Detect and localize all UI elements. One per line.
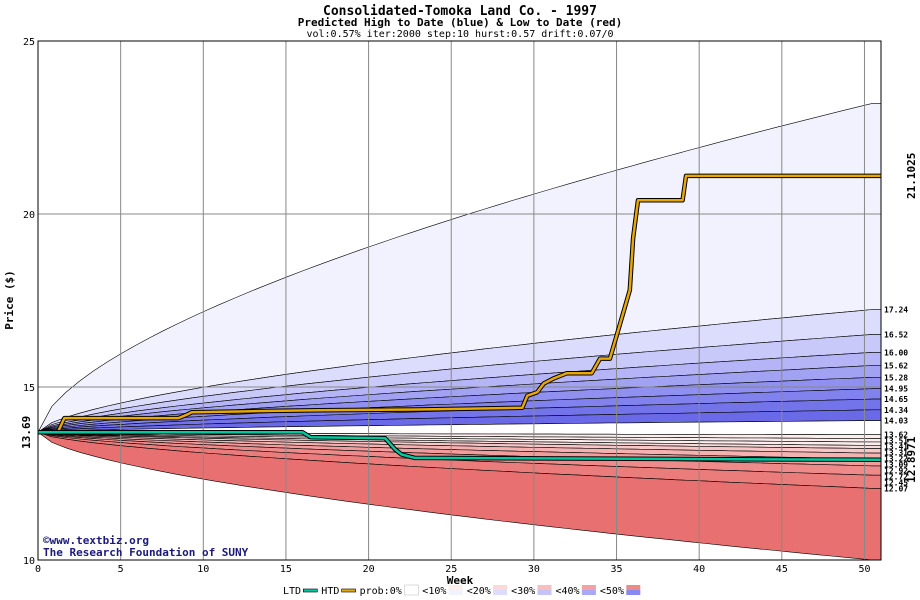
- band-end-label: 12.92: [884, 467, 908, 476]
- legend-swatch-none: [404, 584, 419, 596]
- axis-ticks: 0 5 10 15 20 25 30 35 40 45 50 10 15 20 25: [23, 37, 871, 575]
- chart-subtitle: Predicted High to Date (blue) & Low to D…: [298, 16, 623, 29]
- x-tick-label: 10: [197, 564, 209, 575]
- x-tick-label: 5: [118, 564, 124, 575]
- legend-swatch-lower: [493, 585, 508, 590]
- x-tick-label: 45: [776, 564, 788, 575]
- band-end-label: 14.03: [884, 417, 908, 426]
- band-end-label: 13.51: [884, 437, 908, 446]
- band-end-label: 14.95: [884, 385, 908, 394]
- series-lines: [38, 173, 882, 463]
- legend-label: <30%: [511, 586, 535, 597]
- band-end-label: 13.22: [884, 455, 908, 464]
- legend-swatch-upper: [537, 590, 552, 595]
- band-end-label: 17.24: [884, 305, 908, 314]
- legend-swatch-upper: [493, 590, 508, 595]
- legend-swatch-lower: [581, 585, 596, 590]
- x-tick-label: 25: [445, 564, 457, 575]
- band-end-label: 13.09: [884, 461, 908, 470]
- x-tick-label: 40: [693, 564, 705, 575]
- x-tick-label: 35: [611, 564, 623, 575]
- legend-swatch-lower: [626, 585, 641, 590]
- band-end-label: 16.00: [884, 348, 908, 357]
- legend: LTD HTD prob:0% <10% <20% <30% <40% <50%: [283, 584, 641, 597]
- band-end-label: 12.72: [884, 473, 908, 482]
- legend-label: prob:0%: [360, 586, 402, 597]
- y-axis-label: Price ($): [3, 270, 16, 330]
- y-tick-label: 20: [23, 210, 35, 221]
- start-price-label: 13.69: [20, 416, 33, 449]
- legend-label: <50%: [600, 586, 624, 597]
- legend-label: HTD: [321, 586, 339, 597]
- ltd-line: [38, 431, 882, 462]
- band-end-label: 16.52: [884, 330, 908, 339]
- credit-org: The Research Foundation of SUNY: [43, 546, 249, 559]
- band-end-label: 14.34: [884, 406, 908, 415]
- band-end-label: 14.65: [884, 395, 908, 404]
- legend-swatch-lower: [537, 585, 552, 590]
- legend-swatch-line: [302, 588, 318, 593]
- legend-label: <40%: [556, 586, 580, 597]
- legend-label: <10%: [422, 586, 446, 597]
- band-end-label: 12.45: [884, 479, 908, 488]
- band-end-label: 13.41: [884, 443, 908, 452]
- x-tick-label: 30: [528, 564, 540, 575]
- x-tick-label: 15: [280, 564, 292, 575]
- grid-lines: [38, 41, 881, 560]
- legend-swatch-upper: [626, 590, 641, 595]
- plot-frame: [37, 40, 882, 561]
- band-end-label: 13.62: [884, 431, 908, 440]
- band-end-label: 15.28: [884, 373, 908, 382]
- y-tick-label: 15: [23, 383, 35, 394]
- legend-swatch-lower: [448, 585, 463, 590]
- legend-label: <20%: [467, 586, 491, 597]
- band-end-label: 15.62: [884, 362, 908, 371]
- band-end-label: 13.31: [884, 449, 908, 458]
- credit-site: ©www.textbiz.org: [43, 534, 149, 547]
- low-final-label: 12.8971: [905, 436, 918, 483]
- chart-params: vol:0.57% iter:2000 step:10 hurst:0.57 d…: [306, 29, 613, 40]
- x-tick-label: 50: [858, 564, 870, 575]
- y-tick-label: 25: [23, 37, 35, 48]
- high-final-label: 21.1025: [905, 153, 918, 199]
- legend-swatch-line: [341, 588, 356, 593]
- legend-label: LTD: [283, 586, 301, 597]
- x-axis-label: Week: [447, 574, 474, 587]
- x-tick-label: 0: [35, 564, 41, 575]
- chart-title: Consolidated-Tomoka Land Co. - 1997: [323, 4, 597, 19]
- legend-swatch-upper: [581, 590, 596, 595]
- htd-line: [38, 174, 881, 434]
- legend-swatch-upper: [448, 590, 463, 595]
- band-end-label: 12.07: [884, 485, 908, 494]
- y-tick-label: 10: [23, 556, 35, 567]
- x-tick-label: 20: [363, 564, 375, 575]
